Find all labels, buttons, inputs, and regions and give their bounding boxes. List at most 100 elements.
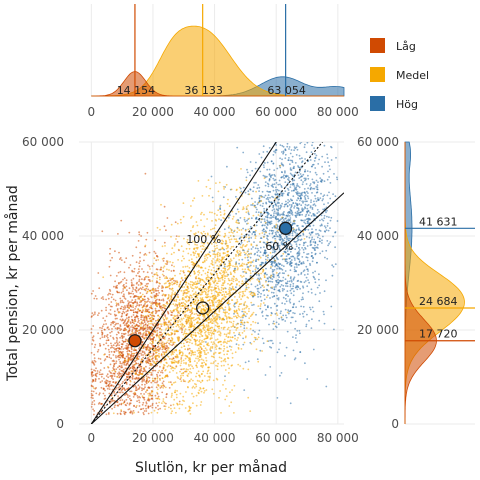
scatter-point <box>159 387 162 389</box>
scatter-point <box>130 346 133 349</box>
scatter-point <box>247 396 250 399</box>
scatter-point <box>133 391 136 394</box>
scatter-point <box>312 275 315 278</box>
scatter-point <box>129 390 132 393</box>
scatter-point <box>126 325 128 327</box>
scatter-point <box>99 337 102 340</box>
scatter-point <box>220 219 223 222</box>
scatter-point <box>295 203 298 206</box>
scatter-point <box>270 263 273 265</box>
scatter-point <box>137 284 140 286</box>
scatter-point <box>123 283 125 286</box>
scatter-point <box>299 351 302 353</box>
scatter-point <box>288 204 291 206</box>
scatter-point <box>158 302 161 305</box>
scatter-point <box>220 286 223 289</box>
scatter-point <box>289 186 292 189</box>
scatter-point <box>120 219 123 222</box>
scatter-point <box>286 282 289 285</box>
scatter-point <box>126 313 129 315</box>
scatter-point <box>268 280 270 283</box>
scatter-point <box>141 297 144 300</box>
scatter-point <box>143 410 146 412</box>
scatter-point <box>254 201 256 203</box>
scatter-point <box>235 283 238 286</box>
scatter-point <box>124 306 127 309</box>
scatter-point <box>284 354 286 357</box>
scatter-point <box>147 405 150 407</box>
scatter-point <box>135 359 138 361</box>
scatter-point <box>295 229 297 232</box>
scatter-point <box>91 401 94 403</box>
scatter-point <box>156 305 159 308</box>
scatter-point <box>260 156 263 159</box>
top-density-låg <box>91 71 344 97</box>
scatter-point <box>238 237 241 240</box>
scatter-point <box>111 346 114 349</box>
scatter-point <box>333 328 335 331</box>
scatter-point <box>127 359 129 361</box>
scatter-point <box>305 151 308 154</box>
scatter-point <box>268 276 271 279</box>
scatter-point <box>145 316 148 319</box>
scatter-point <box>279 166 282 169</box>
scatter-point <box>289 167 292 170</box>
scatter-point <box>219 280 221 282</box>
scatter-point <box>213 320 215 323</box>
scatter-point <box>112 298 115 301</box>
scatter-point <box>111 407 113 410</box>
scatter-point <box>297 247 300 249</box>
scatter-point <box>325 249 328 252</box>
scatter-point <box>249 410 252 412</box>
scatter-point <box>108 385 111 388</box>
scatter-point <box>139 256 141 259</box>
scatter-point <box>121 339 124 342</box>
scatter-point <box>300 142 303 143</box>
scatter-point <box>243 218 246 221</box>
scatter-point <box>144 404 147 407</box>
scatter-point <box>123 379 126 382</box>
scatter-point <box>258 195 261 197</box>
scatter-point <box>190 217 192 219</box>
scatter-point <box>113 390 116 393</box>
scatter-point <box>196 379 199 382</box>
scatter-point <box>142 412 145 414</box>
scatter-point <box>98 343 101 345</box>
scatter-point <box>133 327 136 330</box>
scatter-point <box>216 300 219 302</box>
scatter-point <box>314 249 316 252</box>
scatter-point <box>189 309 192 311</box>
scatter-point <box>117 311 120 314</box>
scatter-point <box>115 322 118 325</box>
scatter-point <box>311 236 314 239</box>
scatter-point <box>258 291 260 294</box>
scatter-point <box>145 336 148 339</box>
scatter-point <box>257 267 259 270</box>
scatter-point <box>226 346 229 349</box>
scatter-point <box>120 259 123 261</box>
scatter-point <box>284 175 287 177</box>
scatter-point <box>259 237 262 240</box>
scatter-point <box>94 370 97 372</box>
scatter-point <box>156 380 159 382</box>
scatter-point <box>253 230 256 233</box>
scatter-point <box>291 199 294 202</box>
scatter-point <box>128 368 131 371</box>
scatter-point <box>286 311 289 314</box>
scatter-point <box>124 359 127 362</box>
scatter-point <box>152 314 154 317</box>
scatter-point <box>282 284 285 287</box>
scatter-point <box>248 265 251 268</box>
scatter-point <box>241 280 244 283</box>
scatter-point <box>296 183 299 185</box>
scatter-point <box>332 193 334 196</box>
scatter-point <box>130 284 133 287</box>
scatter-point <box>185 301 188 303</box>
scatter-point <box>155 402 158 405</box>
scatter-point <box>208 251 211 254</box>
scatter-point <box>248 317 251 320</box>
scatter-point <box>146 326 149 329</box>
scatter-point <box>137 268 140 270</box>
scatter-point <box>177 338 179 341</box>
scatter-point <box>303 146 306 149</box>
